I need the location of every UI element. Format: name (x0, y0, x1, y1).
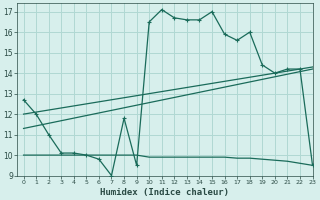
X-axis label: Humidex (Indice chaleur): Humidex (Indice chaleur) (100, 188, 229, 197)
